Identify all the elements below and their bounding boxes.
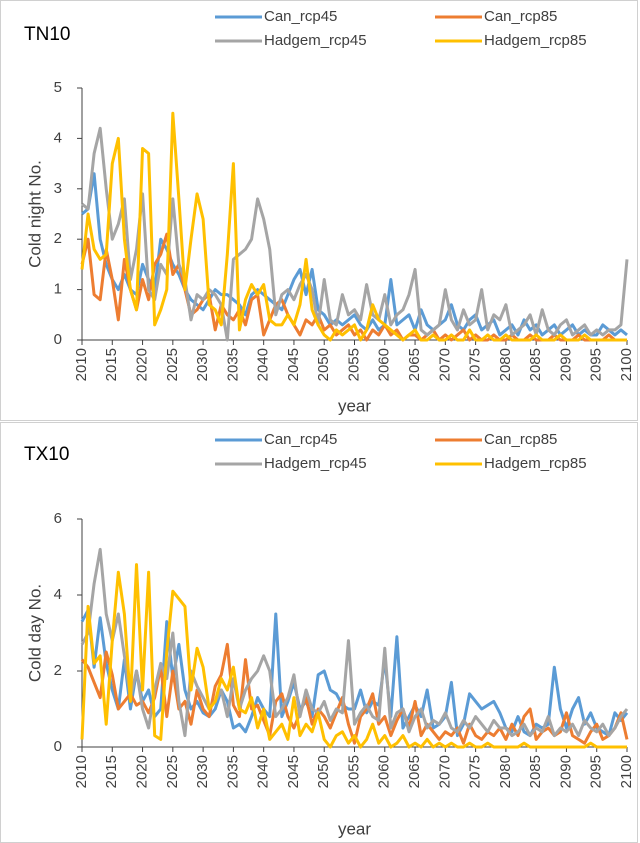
- x-tick-label: 2070: [436, 755, 453, 788]
- series-line: [80, 111, 627, 342]
- x-tick-label: 2020: [134, 348, 151, 381]
- y-tick-label: 5: [54, 79, 62, 96]
- x-tick-label: 2050: [315, 348, 332, 381]
- legend-label: Hadgem_rcp85: [484, 455, 587, 472]
- x-tick-label: 2085: [527, 755, 544, 788]
- x-tick-label: 2025: [164, 755, 181, 788]
- x-axis-label: year: [338, 396, 371, 415]
- y-tick-label: 0: [54, 331, 62, 348]
- series-line: [80, 642, 629, 745]
- legend-label: Can_rcp45: [264, 431, 337, 448]
- legend-label: Hadgem_rcp85: [484, 32, 587, 49]
- legend-label: Hadgem_rcp45: [264, 32, 367, 49]
- y-axis-label: Cold night No.: [25, 160, 44, 268]
- x-tick-label: 2070: [436, 348, 453, 381]
- x-tick-label: 2100: [618, 348, 635, 381]
- y-axis-label: Cold day No.: [25, 584, 44, 682]
- y-tick-label: 4: [54, 129, 62, 146]
- x-tick-label: 2040: [255, 348, 272, 381]
- x-tick-label: 2040: [255, 755, 272, 788]
- x-tick-label: 2055: [345, 348, 362, 381]
- y-tick-label: 2: [54, 662, 62, 679]
- chart-title: TN10: [24, 24, 70, 45]
- series-line: [80, 232, 627, 342]
- legend-label: Hadgem_rcp45: [264, 455, 367, 472]
- x-tick-label: 2010: [73, 755, 90, 788]
- series-line: [80, 563, 627, 749]
- x-tick-label: 2100: [618, 755, 635, 788]
- x-tick-label: 2010: [73, 348, 90, 381]
- x-tick-label: 2095: [588, 348, 605, 381]
- y-tick-label: 4: [54, 586, 62, 603]
- x-tick-label: 2015: [103, 755, 120, 788]
- x-tick-label: 2045: [285, 348, 302, 381]
- x-tick-label: 2045: [285, 755, 302, 788]
- chart-title: TX10: [24, 444, 69, 465]
- x-tick-label: 2060: [376, 348, 393, 381]
- x-tick-label: 2065: [406, 755, 423, 788]
- legend-label: Can_rcp85: [484, 8, 557, 25]
- x-tick-label: 2035: [224, 755, 241, 788]
- y-tick-label: 3: [54, 180, 62, 197]
- x-tick-label: 2090: [557, 755, 574, 788]
- legend-label: Can_rcp85: [484, 431, 557, 448]
- x-tick-label: 2035: [224, 348, 241, 381]
- x-tick-label: 2020: [134, 755, 151, 788]
- panel: [0, 0, 638, 421]
- x-tick-label: 2050: [315, 755, 332, 788]
- y-tick-label: 0: [54, 738, 62, 755]
- x-tick-label: 2090: [557, 348, 574, 381]
- x-tick-label: 2080: [497, 755, 514, 788]
- y-tick-label: 1: [54, 281, 62, 298]
- x-tick-label: 2060: [376, 755, 393, 788]
- y-tick-label: 6: [54, 510, 62, 527]
- x-tick-label: 2075: [467, 348, 484, 381]
- y-tick-label: 2: [54, 230, 62, 247]
- x-tick-label: 2030: [194, 755, 211, 788]
- x-tick-label: 2025: [164, 348, 181, 381]
- x-tick-label: 2015: [103, 348, 120, 381]
- x-tick-label: 2095: [588, 755, 605, 788]
- x-tick-label: 2085: [527, 348, 544, 381]
- x-axis-label: year: [338, 819, 371, 838]
- x-tick-label: 2030: [194, 348, 211, 381]
- x-tick-label: 2075: [467, 755, 484, 788]
- x-tick-label: 2065: [406, 348, 423, 381]
- panel: [0, 422, 638, 843]
- x-tick-label: 2055: [345, 755, 362, 788]
- series-line: [80, 547, 629, 738]
- x-tick-label: 2080: [497, 348, 514, 381]
- legend-label: Can_rcp45: [264, 8, 337, 25]
